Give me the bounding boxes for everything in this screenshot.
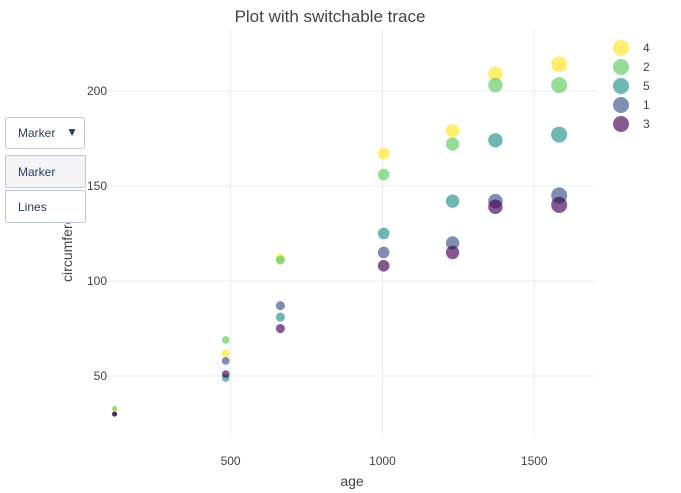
data-point[interactable]: [488, 133, 503, 148]
data-point[interactable]: [377, 259, 390, 272]
axis-layer: 500 1000 1500 50 100 150 200: [87, 84, 548, 468]
y-tick-label: 50: [94, 369, 108, 383]
data-point[interactable]: [488, 199, 503, 215]
legend-marker: [613, 97, 629, 113]
data-point[interactable]: [221, 349, 230, 358]
data-point[interactable]: [488, 77, 503, 93]
x-axis-title: age: [340, 473, 364, 489]
dropdown-option-label: Lines: [18, 200, 47, 214]
data-point[interactable]: [445, 124, 460, 138]
data-point[interactable]: [112, 405, 118, 411]
marks-layer: [112, 56, 568, 417]
data-point[interactable]: [275, 323, 285, 334]
legend-marker: [613, 59, 629, 75]
data-point[interactable]: [445, 194, 460, 208]
data-point[interactable]: [377, 227, 390, 240]
trace-mode-dropdown[interactable]: Marker ▼: [5, 117, 85, 149]
legend-item[interactable]: 3: [613, 116, 650, 132]
legend[interactable]: 4 2 5 1 3: [613, 40, 650, 132]
legend-label: 3: [643, 117, 650, 131]
legend-item[interactable]: 1: [613, 97, 650, 113]
dropdown-option-label: Marker: [18, 165, 56, 179]
series-3: [112, 196, 568, 417]
data-point[interactable]: [445, 236, 460, 250]
y-tick-label: 150: [87, 179, 107, 193]
data-point[interactable]: [551, 77, 568, 94]
legend-label: 5: [643, 79, 650, 93]
grid-layer: [100, 30, 595, 435]
x-tick-label: 500: [221, 454, 241, 468]
data-point[interactable]: [551, 196, 568, 213]
legend-label: 4: [643, 41, 650, 55]
legend-marker: [613, 78, 629, 94]
series-1: [112, 187, 568, 417]
y-tick-label: 100: [87, 274, 107, 288]
series-4: [112, 56, 568, 413]
data-point[interactable]: [275, 255, 285, 265]
legend-item[interactable]: 2: [613, 59, 650, 75]
data-point[interactable]: [275, 312, 285, 322]
legend-label: 2: [643, 60, 650, 74]
data-point[interactable]: [112, 411, 118, 417]
series-5: [112, 126, 568, 417]
data-point[interactable]: [445, 137, 460, 151]
data-point[interactable]: [221, 356, 230, 365]
x-tick-label: 1500: [521, 454, 548, 468]
dropdown-option-lines[interactable]: Lines: [5, 190, 86, 223]
y-tick-label: 200: [87, 84, 107, 98]
x-tick-label: 1000: [369, 454, 396, 468]
chart-title: Plot with switchable trace: [235, 7, 426, 26]
data-point[interactable]: [377, 168, 390, 181]
data-point[interactable]: [221, 336, 230, 344]
data-point[interactable]: [551, 56, 568, 73]
legend-marker: [613, 40, 629, 56]
legend-label: 1: [643, 98, 650, 112]
data-point[interactable]: [377, 246, 390, 259]
dropdown-selected-label: Marker: [18, 126, 56, 140]
legend-marker: [613, 116, 629, 132]
legend-item[interactable]: 5: [613, 78, 650, 94]
data-point[interactable]: [377, 147, 390, 160]
data-point[interactable]: [445, 245, 460, 260]
legend-item[interactable]: 4: [613, 40, 650, 56]
data-point[interactable]: [488, 66, 503, 81]
chevron-down-icon: ▼: [66, 125, 78, 139]
data-point[interactable]: [275, 301, 285, 311]
series-2: [112, 77, 568, 411]
dropdown-option-marker[interactable]: Marker: [5, 155, 86, 188]
data-point[interactable]: [221, 370, 230, 379]
data-point[interactable]: [551, 126, 568, 143]
